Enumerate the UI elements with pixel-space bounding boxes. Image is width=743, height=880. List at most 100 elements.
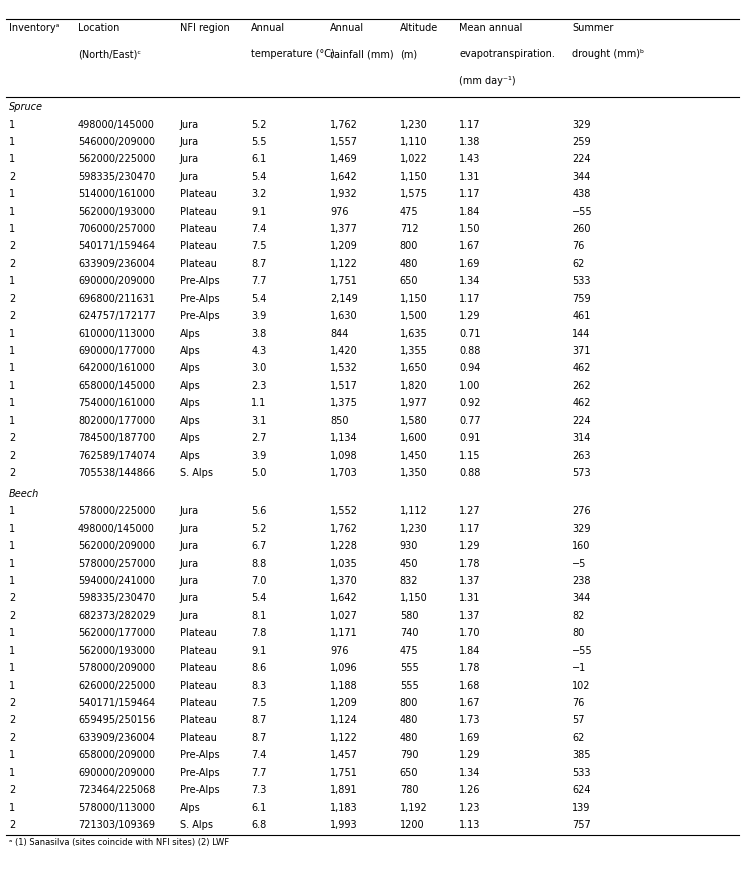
Text: 1,375: 1,375 xyxy=(330,399,358,408)
Text: 800: 800 xyxy=(400,698,418,708)
Text: Annual: Annual xyxy=(330,23,364,33)
Text: 1.23: 1.23 xyxy=(459,803,481,812)
Text: 2: 2 xyxy=(9,468,15,478)
Text: 3.9: 3.9 xyxy=(251,312,267,321)
Text: Plateau: Plateau xyxy=(180,715,217,725)
Text: 5.6: 5.6 xyxy=(251,506,267,517)
Text: 3.2: 3.2 xyxy=(251,189,267,199)
Text: 1.67: 1.67 xyxy=(459,241,481,252)
Text: 1,891: 1,891 xyxy=(330,785,357,796)
Text: 1: 1 xyxy=(9,120,15,129)
Text: 1: 1 xyxy=(9,399,15,408)
Text: Beech: Beech xyxy=(9,489,39,499)
Text: 533: 533 xyxy=(572,767,591,778)
Text: 1: 1 xyxy=(9,576,15,586)
Text: Spruce: Spruce xyxy=(9,102,43,112)
Text: 276: 276 xyxy=(572,506,591,517)
Text: Plateau: Plateau xyxy=(180,259,217,269)
Text: 438: 438 xyxy=(572,189,591,199)
Text: 754000/161000: 754000/161000 xyxy=(78,399,155,408)
Text: Jura: Jura xyxy=(180,593,199,604)
Text: 1,122: 1,122 xyxy=(330,259,358,269)
Text: 3.0: 3.0 xyxy=(251,363,267,373)
Text: 2: 2 xyxy=(9,611,15,621)
Text: 76: 76 xyxy=(572,698,585,708)
Text: 8.6: 8.6 xyxy=(251,664,267,673)
Text: Plateau: Plateau xyxy=(180,733,217,743)
Text: 3.8: 3.8 xyxy=(251,328,267,339)
Text: 7.4: 7.4 xyxy=(251,751,267,760)
Text: 1,355: 1,355 xyxy=(400,346,428,356)
Text: Plateau: Plateau xyxy=(180,698,217,708)
Text: 1: 1 xyxy=(9,646,15,656)
Text: 1: 1 xyxy=(9,541,15,551)
Text: Summer: Summer xyxy=(572,23,614,33)
Text: 1,035: 1,035 xyxy=(330,559,357,568)
Text: 562000/209000: 562000/209000 xyxy=(78,541,155,551)
Text: 371: 371 xyxy=(572,346,591,356)
Text: Location: Location xyxy=(78,23,120,33)
Text: 1,457: 1,457 xyxy=(330,751,358,760)
Text: 2: 2 xyxy=(9,820,15,830)
Text: evapotranspiration.: evapotranspiration. xyxy=(459,49,555,59)
Text: 2: 2 xyxy=(9,733,15,743)
Text: −5: −5 xyxy=(572,559,586,568)
Text: 1,124: 1,124 xyxy=(330,715,357,725)
Text: Mean annual: Mean annual xyxy=(459,23,522,33)
Text: 5.5: 5.5 xyxy=(251,137,267,147)
Text: 800: 800 xyxy=(400,241,418,252)
Text: Alps: Alps xyxy=(180,328,201,339)
Text: 8.7: 8.7 xyxy=(251,733,267,743)
Text: 740: 740 xyxy=(400,628,418,638)
Text: 682373/282029: 682373/282029 xyxy=(78,611,155,621)
Text: 5.0: 5.0 xyxy=(251,468,267,478)
Text: Jura: Jura xyxy=(180,172,199,182)
Text: 598335/230470: 598335/230470 xyxy=(78,593,155,604)
Text: 1.70: 1.70 xyxy=(459,628,481,638)
Text: 1: 1 xyxy=(9,680,15,691)
Text: Alps: Alps xyxy=(180,363,201,373)
Text: Annual: Annual xyxy=(251,23,285,33)
Text: 696800/211631: 696800/211631 xyxy=(78,294,155,304)
Text: 930: 930 xyxy=(400,541,418,551)
Text: 498000/145000: 498000/145000 xyxy=(78,524,155,534)
Text: 1,110: 1,110 xyxy=(400,137,427,147)
Text: 658000/145000: 658000/145000 xyxy=(78,381,155,391)
Text: 578000/113000: 578000/113000 xyxy=(78,803,155,812)
Text: 1.43: 1.43 xyxy=(459,154,481,165)
Text: 1,192: 1,192 xyxy=(400,803,427,812)
Text: drought (mm)ᵇ: drought (mm)ᵇ xyxy=(572,49,644,59)
Text: Jura: Jura xyxy=(180,576,199,586)
Text: 3.9: 3.9 xyxy=(251,451,267,460)
Text: 1,150: 1,150 xyxy=(400,294,427,304)
Text: 0.88: 0.88 xyxy=(459,346,481,356)
Text: 706000/257000: 706000/257000 xyxy=(78,224,155,234)
Text: 580: 580 xyxy=(400,611,418,621)
Text: 3.1: 3.1 xyxy=(251,415,267,426)
Text: 9.1: 9.1 xyxy=(251,207,267,216)
Text: 624: 624 xyxy=(572,785,591,796)
Text: 224: 224 xyxy=(572,415,591,426)
Text: Plateau: Plateau xyxy=(180,680,217,691)
Text: Pre-Alps: Pre-Alps xyxy=(180,785,219,796)
Text: 102: 102 xyxy=(572,680,591,691)
Text: 7.5: 7.5 xyxy=(251,698,267,708)
Text: 514000/161000: 514000/161000 xyxy=(78,189,155,199)
Text: 802000/177000: 802000/177000 xyxy=(78,415,155,426)
Text: 480: 480 xyxy=(400,259,418,269)
Text: 780: 780 xyxy=(400,785,418,796)
Text: 0.94: 0.94 xyxy=(459,363,481,373)
Text: 1: 1 xyxy=(9,767,15,778)
Text: 8.3: 8.3 xyxy=(251,680,267,691)
Text: 6.1: 6.1 xyxy=(251,803,267,812)
Text: 461: 461 xyxy=(572,312,591,321)
Text: 1,230: 1,230 xyxy=(400,524,427,534)
Text: 0.71: 0.71 xyxy=(459,328,481,339)
Text: 562000/193000: 562000/193000 xyxy=(78,646,155,656)
Text: 832: 832 xyxy=(400,576,418,586)
Text: Jura: Jura xyxy=(180,154,199,165)
Text: 1.27: 1.27 xyxy=(459,506,481,517)
Text: 1,552: 1,552 xyxy=(330,506,358,517)
Text: 2: 2 xyxy=(9,698,15,708)
Text: 633909/236004: 633909/236004 xyxy=(78,733,155,743)
